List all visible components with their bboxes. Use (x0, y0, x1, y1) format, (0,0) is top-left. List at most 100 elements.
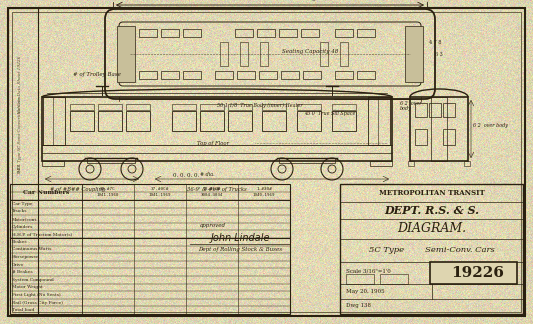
Text: Motor(cont.): Motor(cont.) (12, 217, 41, 221)
Text: 1941-1969: 1941-1969 (149, 193, 171, 197)
Bar (408, 161, 414, 166)
Text: # of #B## Coupling: # of #B## Coupling (50, 187, 105, 191)
Bar (335, 29, 353, 37)
Bar (430, 262, 517, 284)
Text: Total load: Total load (12, 308, 34, 312)
Text: Vehicle Data Sheet 19226: Vehicle Data Sheet 19226 (18, 55, 22, 113)
Bar (410, 97, 468, 161)
Bar (240, 42, 248, 66)
Text: Horsepower: Horsepower (12, 255, 39, 259)
Bar (443, 103, 455, 117)
Text: Car Numbers: Car Numbers (23, 190, 69, 194)
Bar (43, 97, 65, 145)
Bar (260, 42, 268, 66)
Text: Trucks: Trucks (12, 209, 28, 214)
Text: Drive: Drive (12, 262, 24, 267)
Bar (139, 71, 157, 79)
Text: 1947: 1947 (18, 164, 22, 174)
Bar (161, 71, 179, 79)
Text: 37-#0C#: 37-#0C# (151, 187, 169, 191)
Bar (126, 104, 150, 110)
Text: # dia.: # dia. (200, 172, 214, 178)
Text: 6 3: 6 3 (435, 52, 443, 56)
Text: Motor Weight: Motor Weight (12, 285, 43, 289)
Bar (262, 111, 286, 131)
Bar (279, 29, 297, 37)
Text: 1940-1969: 1940-1969 (253, 193, 275, 197)
Text: 48 11  over body: 48 11 over body (263, 0, 317, 1)
Text: 0. 0. 0. 0.: 0. 0. 0. 0. (173, 173, 199, 178)
Text: MTA Type 5C Semi-Convertible Cars: MTA Type 5C Semi-Convertible Cars (18, 96, 22, 173)
Text: Seating Capacity 48: Seating Capacity 48 (282, 49, 338, 53)
Bar (257, 29, 275, 37)
Bar (98, 111, 122, 131)
Bar (172, 104, 196, 110)
Bar (303, 71, 321, 79)
Bar (200, 111, 224, 131)
Bar (117, 26, 135, 82)
Bar (139, 29, 157, 37)
Bar (70, 111, 94, 131)
Text: Car Type: Car Type (12, 202, 33, 206)
Text: 36-9' & #o# of Trucks: 36-9' & #o# of Trucks (187, 187, 247, 191)
Bar (262, 104, 286, 110)
Bar (332, 104, 356, 110)
Text: DIAGRAM.: DIAGRAM. (397, 223, 466, 236)
Bar (357, 71, 375, 79)
Text: Top of Floor: Top of Floor (197, 141, 229, 145)
Text: May 20, 1905: May 20, 1905 (346, 288, 385, 294)
Bar (87, 158, 135, 163)
Bar (346, 274, 374, 284)
Bar (320, 42, 328, 66)
Text: Dept of Rolling Stock & Buses: Dept of Rolling Stock & Buses (198, 247, 282, 251)
Bar (172, 111, 196, 131)
Text: Rail (Gross City Force): Rail (Gross City Force) (12, 301, 63, 305)
Bar (235, 29, 253, 37)
Text: Cylinders: Cylinders (12, 225, 34, 229)
Text: First Light (No Seats): First Light (No Seats) (12, 293, 61, 297)
Bar (443, 129, 455, 145)
Bar (301, 29, 319, 37)
Text: # of Trolley Base: # of Trolley Base (73, 72, 121, 77)
Bar (335, 71, 353, 79)
Bar (431, 97, 447, 161)
Bar (370, 161, 392, 166)
Bar (215, 71, 233, 79)
Bar (429, 103, 441, 117)
Text: 3004-3034: 3004-3034 (201, 193, 223, 197)
Text: 19226: 19226 (451, 266, 504, 280)
Text: Dwg 138: Dwg 138 (346, 303, 371, 307)
Bar (220, 42, 228, 66)
Text: 1-#30#: 1-#30# (256, 187, 272, 191)
Bar (70, 104, 94, 110)
Text: 1941-1960: 1941-1960 (97, 193, 119, 197)
Text: 4 7 8: 4 7 8 (429, 40, 441, 44)
Bar (126, 111, 150, 131)
Text: 30-#7C: 30-#7C (100, 187, 116, 191)
Bar (42, 161, 64, 166)
Bar (228, 111, 252, 131)
Text: METROPOLITAN TRANSIT: METROPOLITAN TRANSIT (378, 189, 484, 197)
Text: Brakes: Brakes (12, 240, 28, 244)
Bar (297, 104, 321, 110)
Bar (357, 29, 375, 37)
Bar (228, 104, 252, 110)
Text: 6 2  over body: 6 2 over body (473, 122, 508, 128)
Bar (415, 103, 427, 117)
Text: approved: approved (200, 224, 226, 228)
Text: 43 0  True Sill Space: 43 0 True Sill Space (304, 111, 356, 116)
Text: 6 2  over
body: 6 2 over body (400, 100, 422, 111)
Bar (380, 274, 408, 284)
Bar (42, 97, 392, 161)
Bar (297, 111, 321, 131)
Bar (415, 129, 427, 145)
Text: Continuous Watts: Continuous Watts (12, 248, 52, 251)
Text: System Compound: System Compound (12, 278, 54, 282)
Text: DEPT. R.S. & S.: DEPT. R.S. & S. (384, 204, 479, 215)
Bar (98, 104, 122, 110)
Text: H.H.P. of Traction Motor(s): H.H.P. of Traction Motor(s) (12, 232, 72, 236)
Bar (183, 29, 201, 37)
Text: 18-#6C#: 18-#6C# (203, 187, 221, 191)
Bar (161, 29, 179, 37)
Bar (259, 71, 277, 79)
